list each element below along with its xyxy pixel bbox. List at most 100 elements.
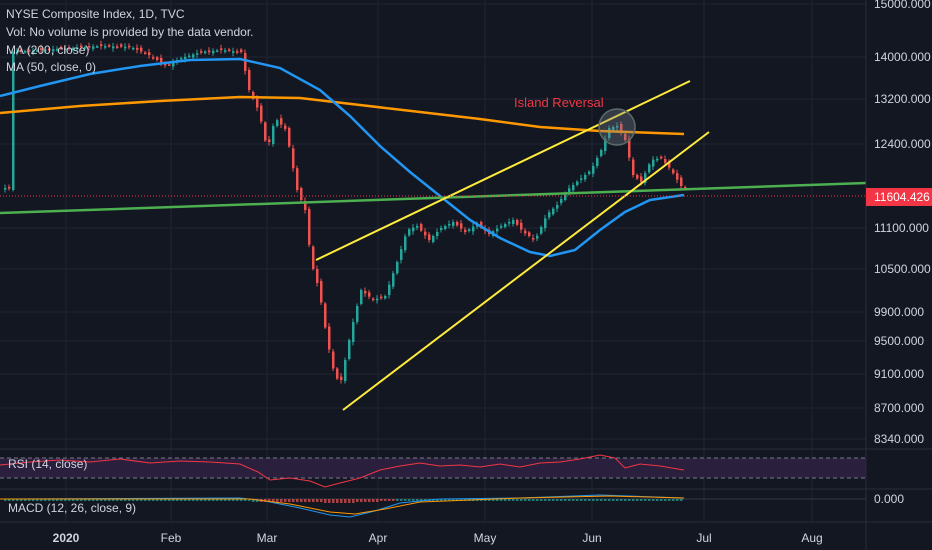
- macd-histogram-bar: [240, 499, 243, 501]
- candle-body: [116, 46, 119, 48]
- time-axis[interactable]: 2020 Feb Mar Apr May Jun Jul Aug: [0, 521, 932, 545]
- candle-body: [468, 229, 471, 231]
- candle-body: [164, 63, 167, 66]
- candle-body: [168, 64, 171, 66]
- candle-body: [336, 368, 339, 379]
- macd-histogram-bar: [396, 499, 399, 501]
- macd-histogram-bar: [64, 499, 67, 501]
- candle-body: [368, 292, 371, 297]
- candle-body: [352, 322, 355, 342]
- candle-body: [256, 98, 259, 108]
- macd-histogram-bar: [496, 499, 499, 501]
- candle-body: [72, 47, 75, 51]
- candle-body: [432, 236, 435, 242]
- macd-histogram-bar: [92, 499, 95, 501]
- macd-histogram-bar: [584, 499, 587, 501]
- macd-histogram-bar: [288, 499, 291, 502]
- candle-body: [128, 45, 131, 48]
- candle-body: [672, 169, 675, 174]
- candle-body: [108, 45, 111, 47]
- candle-body: [288, 127, 291, 147]
- macd-histogram-bar: [184, 499, 187, 501]
- macd-histogram-bar: [344, 499, 347, 503]
- candle-body: [684, 187, 687, 189]
- candle-body: [120, 44, 123, 47]
- candle-body: [380, 296, 383, 299]
- macd-histogram-bar: [332, 499, 335, 503]
- candle-body: [676, 173, 679, 180]
- macd-histogram-bar: [612, 499, 615, 501]
- macd-histogram-bar: [668, 499, 671, 501]
- macd-histogram-bar: [96, 499, 99, 501]
- time-axis-label: May: [474, 531, 497, 545]
- macd-histogram-bar: [516, 499, 519, 501]
- candle-body: [68, 47, 71, 49]
- candle-body: [360, 290, 363, 304]
- candle-body: [280, 118, 283, 125]
- macd-histogram-bar: [524, 499, 527, 501]
- candle-body: [648, 164, 651, 173]
- candle-body: [396, 262, 399, 274]
- macd-histogram-bar: [580, 499, 583, 501]
- macd-histogram-bar: [324, 499, 327, 503]
- macd-histogram-bar: [176, 499, 179, 501]
- macd-histogram-bar: [640, 499, 643, 501]
- macd-histogram-bar: [160, 499, 163, 501]
- macd-pane[interactable]: [0, 494, 866, 518]
- candle-body: [16, 51, 19, 54]
- candle-body: [300, 188, 303, 200]
- candle-body: [332, 351, 335, 369]
- macd-histogram-bar: [216, 499, 219, 501]
- macd-histogram-bar: [220, 499, 223, 501]
- price-axis-label: 12400.000: [874, 137, 931, 151]
- candle-body: [536, 235, 539, 239]
- ma50-line: [0, 57, 685, 258]
- macd-histogram-bar: [212, 499, 215, 501]
- macd-histogram-bar: [132, 499, 135, 501]
- legend-volume-note: Vol: No volume is provided by the data v…: [6, 25, 254, 39]
- macd-histogram-bar: [452, 499, 455, 501]
- rsi-label[interactable]: RSI (14, close): [8, 457, 88, 471]
- candle-body: [560, 199, 563, 203]
- candle-body: [260, 105, 263, 122]
- legend-ma50[interactable]: MA (50, close, 0): [6, 60, 97, 74]
- candle-body: [544, 218, 547, 228]
- macd-histogram-bar: [236, 499, 239, 501]
- macd-histogram-bar: [284, 499, 287, 502]
- macd-histogram-bar: [536, 499, 539, 501]
- candle-body: [616, 126, 619, 128]
- candle-body: [356, 306, 359, 322]
- macd-histogram-bar: [28, 499, 31, 501]
- candle-body: [532, 238, 535, 240]
- island-reversal-label[interactable]: Island Reversal: [514, 95, 604, 110]
- macd-histogram-bar: [600, 499, 603, 501]
- candle-body: [224, 50, 227, 52]
- macd-histogram-bar: [152, 499, 155, 501]
- candle-body: [404, 236, 407, 251]
- macd-histogram-bar: [148, 499, 151, 501]
- candle-body: [508, 222, 511, 224]
- macd-histogram-bar: [68, 499, 71, 501]
- macd-label[interactable]: MACD (12, 26, close, 9): [8, 501, 137, 515]
- macd-histogram-bar: [336, 499, 339, 503]
- macd-histogram-bar: [364, 499, 367, 502]
- macd-histogram-bar: [624, 499, 627, 501]
- price-axis[interactable]: 15000.000 14000.000 13200.000 12400.000 1110…: [865, 0, 931, 550]
- candle-body: [644, 173, 647, 183]
- macd-axis-label: 0.000: [874, 492, 904, 506]
- island-reversal-marker[interactable]: [598, 108, 636, 146]
- candle-body: [148, 52, 151, 56]
- candle-body: [276, 120, 279, 126]
- rsi-pane[interactable]: [0, 454, 866, 488]
- macd-histogram-bar: [556, 499, 559, 501]
- time-axis-label: Feb: [161, 531, 182, 545]
- price-axis-label: 9500.000: [874, 334, 924, 348]
- candle-body: [40, 48, 43, 50]
- candle-body: [248, 70, 251, 90]
- macd-histogram-bar: [404, 499, 407, 501]
- candle-body: [608, 128, 611, 138]
- candle-body: [572, 185, 575, 191]
- candle-body: [172, 62, 175, 67]
- legend-ma200[interactable]: MA (200, close): [6, 43, 90, 57]
